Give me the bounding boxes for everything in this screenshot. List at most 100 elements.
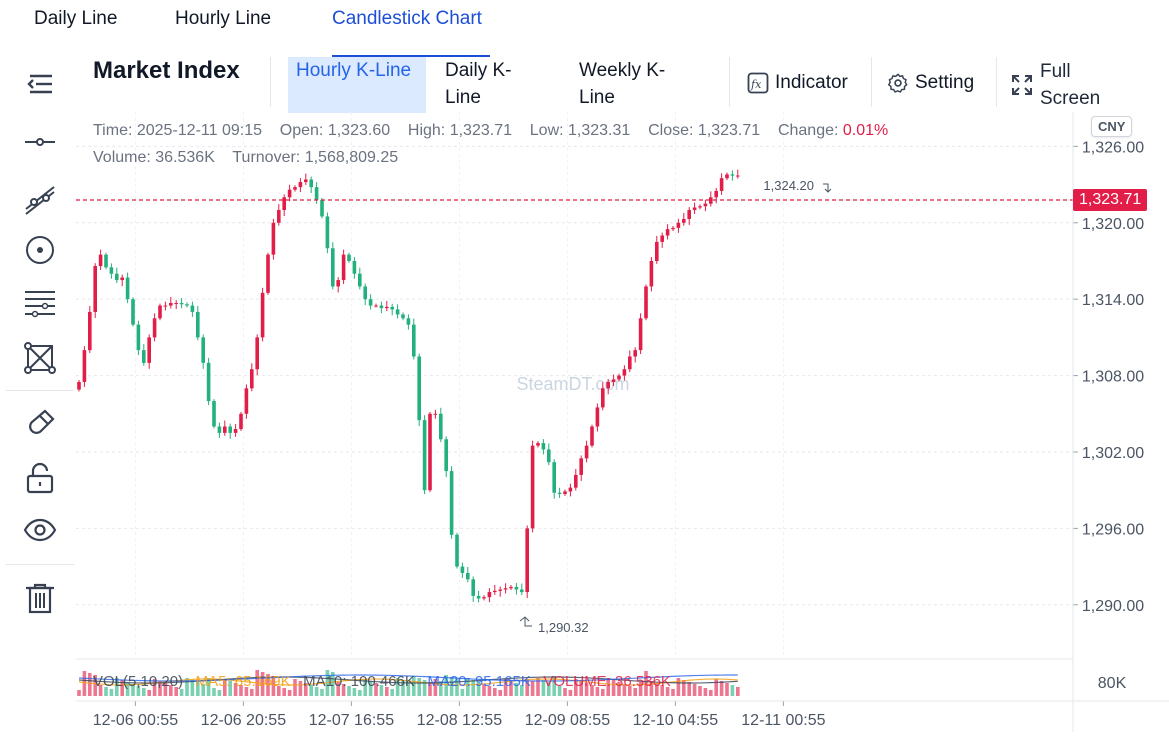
volume-bar [287, 690, 292, 696]
volume-bar [131, 684, 135, 696]
fullscreen-button[interactable]: Full Screen [1010, 57, 1100, 113]
volume-bar [417, 678, 421, 696]
candle [628, 356, 632, 370]
candle [633, 350, 637, 357]
candle [638, 318, 643, 351]
volume-bar [703, 688, 708, 696]
horizontal-line-icon[interactable] [20, 122, 60, 162]
volume-bar [568, 690, 573, 696]
low-value: 1,323.31 [568, 122, 631, 139]
open-value: 1,323.60 [327, 122, 391, 139]
candle [622, 369, 627, 376]
chart-toolbar: Market Index Hourly K-Line Daily K-Line … [0, 55, 1169, 113]
ohlc-info: Time: 2025-12-11 09:15 Open: 1,323.60 Hi… [93, 122, 888, 140]
low-marker-label: 1,290.32 [538, 620, 589, 635]
tab-hourly-kline[interactable]: Hourly K-Line [288, 57, 426, 113]
tab-daily-kline[interactable]: Daily K-Line [445, 60, 512, 108]
volume-bar [401, 680, 405, 696]
candle [271, 222, 276, 255]
volume-bar [98, 685, 103, 696]
fib-lines-icon[interactable] [20, 284, 60, 324]
volume-bar [552, 676, 556, 696]
volume-bar [374, 683, 378, 696]
volume-bar [428, 682, 432, 696]
candle [147, 337, 151, 363]
volume-bar [466, 678, 470, 696]
volume-bar [212, 688, 216, 696]
candle [347, 254, 351, 261]
x-tick-label: 12-09 08:55 [525, 712, 611, 729]
volume-bar [482, 684, 486, 696]
candlestick-chart[interactable]: SteamDT.com 1,326.00 1,320.00 1,314.00 1,30… [76, 112, 1169, 732]
volume-bar [530, 681, 535, 696]
candle [190, 305, 195, 312]
candle [358, 273, 362, 287]
candle [466, 572, 470, 580]
volume-bar [649, 681, 654, 696]
volume-bar [622, 684, 627, 696]
tab-daily-line[interactable]: Daily Line [34, 8, 118, 29]
candle [260, 292, 265, 338]
candle [536, 443, 540, 446]
collapse-menu-icon[interactable] [24, 69, 56, 99]
candle [352, 260, 357, 274]
candle [449, 471, 454, 535]
currency-badge[interactable]: CNY [1091, 116, 1133, 137]
chart-canvas[interactable]: SteamDT.com 1,326.00 1,320.00 1,314.00 1,30… [76, 112, 1169, 732]
candle [439, 413, 443, 440]
expand-icon [1012, 75, 1032, 95]
x-tick-label: 12-08 12:55 [417, 712, 503, 729]
volume-bar [606, 678, 610, 696]
time-value: 2025-12-11 09:15 [136, 122, 262, 139]
volume-bar [223, 679, 227, 696]
candle [287, 189, 292, 198]
volume-bar [719, 681, 724, 696]
trash-icon[interactable] [20, 578, 60, 618]
tab-weekly-kline[interactable]: Weekly K-Line [579, 60, 666, 108]
shape-icon[interactable] [20, 338, 60, 378]
candle [293, 187, 297, 190]
candle [390, 306, 394, 310]
circle-icon[interactable] [20, 230, 60, 270]
x-tick-label: 12-06 00:55 [93, 712, 179, 729]
candle [433, 413, 438, 415]
candle [304, 179, 308, 183]
volume-bar [590, 685, 594, 696]
setting-button[interactable]: Setting [887, 57, 974, 109]
candle [487, 592, 492, 598]
candle [277, 210, 281, 223]
tab-candlestick-chart[interactable]: Candlestick Chart [332, 8, 482, 29]
tab-hourly-line[interactable]: Hourly Line [175, 8, 272, 29]
candle [266, 254, 270, 293]
y-tick-label: 1,296.00 [1082, 521, 1144, 538]
candle [530, 445, 535, 529]
volume-value: 36.536K [155, 149, 215, 166]
magnet-icon[interactable] [20, 404, 60, 444]
volume-bar [320, 689, 324, 696]
volume-bar [584, 683, 589, 696]
divider [6, 564, 74, 565]
volume-bar [82, 671, 87, 696]
volume-bar [196, 682, 200, 696]
candle [493, 590, 497, 593]
eye-icon[interactable] [20, 510, 60, 550]
volume-bar [293, 679, 297, 696]
candle [298, 182, 303, 188]
candle [196, 311, 200, 338]
volume-bar [514, 683, 519, 696]
candle [736, 175, 740, 177]
candle [703, 203, 708, 207]
lock-icon[interactable] [20, 458, 60, 498]
x-tick-label: 12-10 04:55 [633, 712, 719, 729]
y-tick-label: 1,290.00 [1082, 598, 1144, 615]
volume-bar [725, 683, 729, 696]
indicator-button[interactable]: fx Indicator [747, 57, 848, 109]
volume-bar [341, 684, 346, 696]
volume-bar [136, 686, 141, 696]
candle [379, 305, 384, 309]
candle [115, 273, 119, 281]
candle [233, 429, 238, 433]
ray-line-icon[interactable] [20, 178, 60, 218]
function-icon: fx [747, 72, 769, 94]
volume-bar [714, 679, 718, 696]
